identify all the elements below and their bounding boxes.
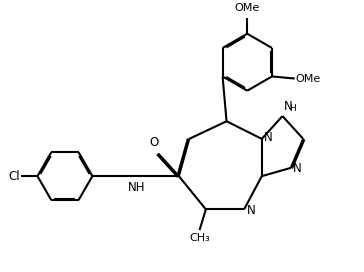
Text: Cl: Cl bbox=[9, 170, 20, 183]
Text: N: N bbox=[293, 162, 302, 175]
Text: N: N bbox=[264, 131, 273, 144]
Text: NH: NH bbox=[128, 181, 146, 194]
Text: O: O bbox=[149, 136, 159, 149]
Text: CH₃: CH₃ bbox=[189, 233, 210, 243]
Text: N: N bbox=[247, 204, 256, 217]
Text: OMe: OMe bbox=[296, 73, 321, 84]
Text: OMe: OMe bbox=[235, 3, 260, 13]
Text: H: H bbox=[289, 104, 296, 113]
Text: N: N bbox=[284, 100, 292, 113]
